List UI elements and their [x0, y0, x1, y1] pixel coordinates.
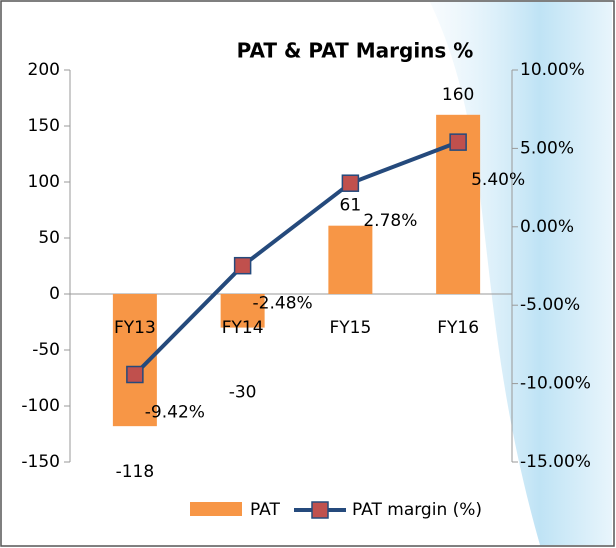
line-label: 5.40%: [471, 170, 525, 190]
y-tick-label: 50: [38, 228, 60, 248]
legend-swatch: [190, 502, 242, 516]
y-tick-label: -50: [32, 340, 60, 360]
marker: [341, 174, 360, 192]
x-tick-label: FY14: [222, 318, 264, 338]
bar-label: 61: [340, 196, 362, 216]
y2-tick-label: 0.00%: [520, 217, 574, 237]
bar: [220, 294, 265, 328]
bar-label: 160: [442, 85, 474, 105]
marker: [233, 256, 252, 275]
line: [133, 140, 459, 376]
y2-tick-label: 10.00%: [520, 60, 585, 80]
legend-label: PAT margin (%): [352, 500, 482, 520]
y-tick-label: 100: [28, 172, 60, 192]
y2-tick-label: -5.00%: [520, 295, 580, 315]
line-label: 2.78%: [363, 211, 417, 231]
y-tick-label: 150: [28, 116, 60, 136]
chart-title: PAT & PAT Margins %: [237, 39, 474, 63]
x-tick-label: FY15: [329, 318, 371, 338]
marker: [449, 133, 467, 151]
legend-marker: [311, 501, 329, 519]
bar-label: -30: [229, 383, 257, 403]
x-tick-label: FY16: [437, 318, 479, 338]
y2-tick-label: -10.00%: [520, 374, 591, 394]
bar-label: -118: [116, 462, 155, 482]
y2-tick-label: 5.00%: [520, 138, 574, 158]
bar: [328, 225, 373, 294]
y-tick-label: -100: [21, 396, 60, 416]
y-tick-label: 200: [28, 60, 60, 80]
y-tick-label: -150: [21, 452, 60, 472]
x-tick-label: FY13: [114, 318, 156, 338]
y-tick-label: 0: [49, 284, 60, 304]
y2-tick-label: -15.00%: [520, 452, 591, 472]
line-label: -2.48%: [253, 294, 313, 314]
marker: [126, 365, 144, 384]
line-label: -9.42%: [145, 403, 205, 423]
legend-label: PAT: [250, 500, 280, 520]
